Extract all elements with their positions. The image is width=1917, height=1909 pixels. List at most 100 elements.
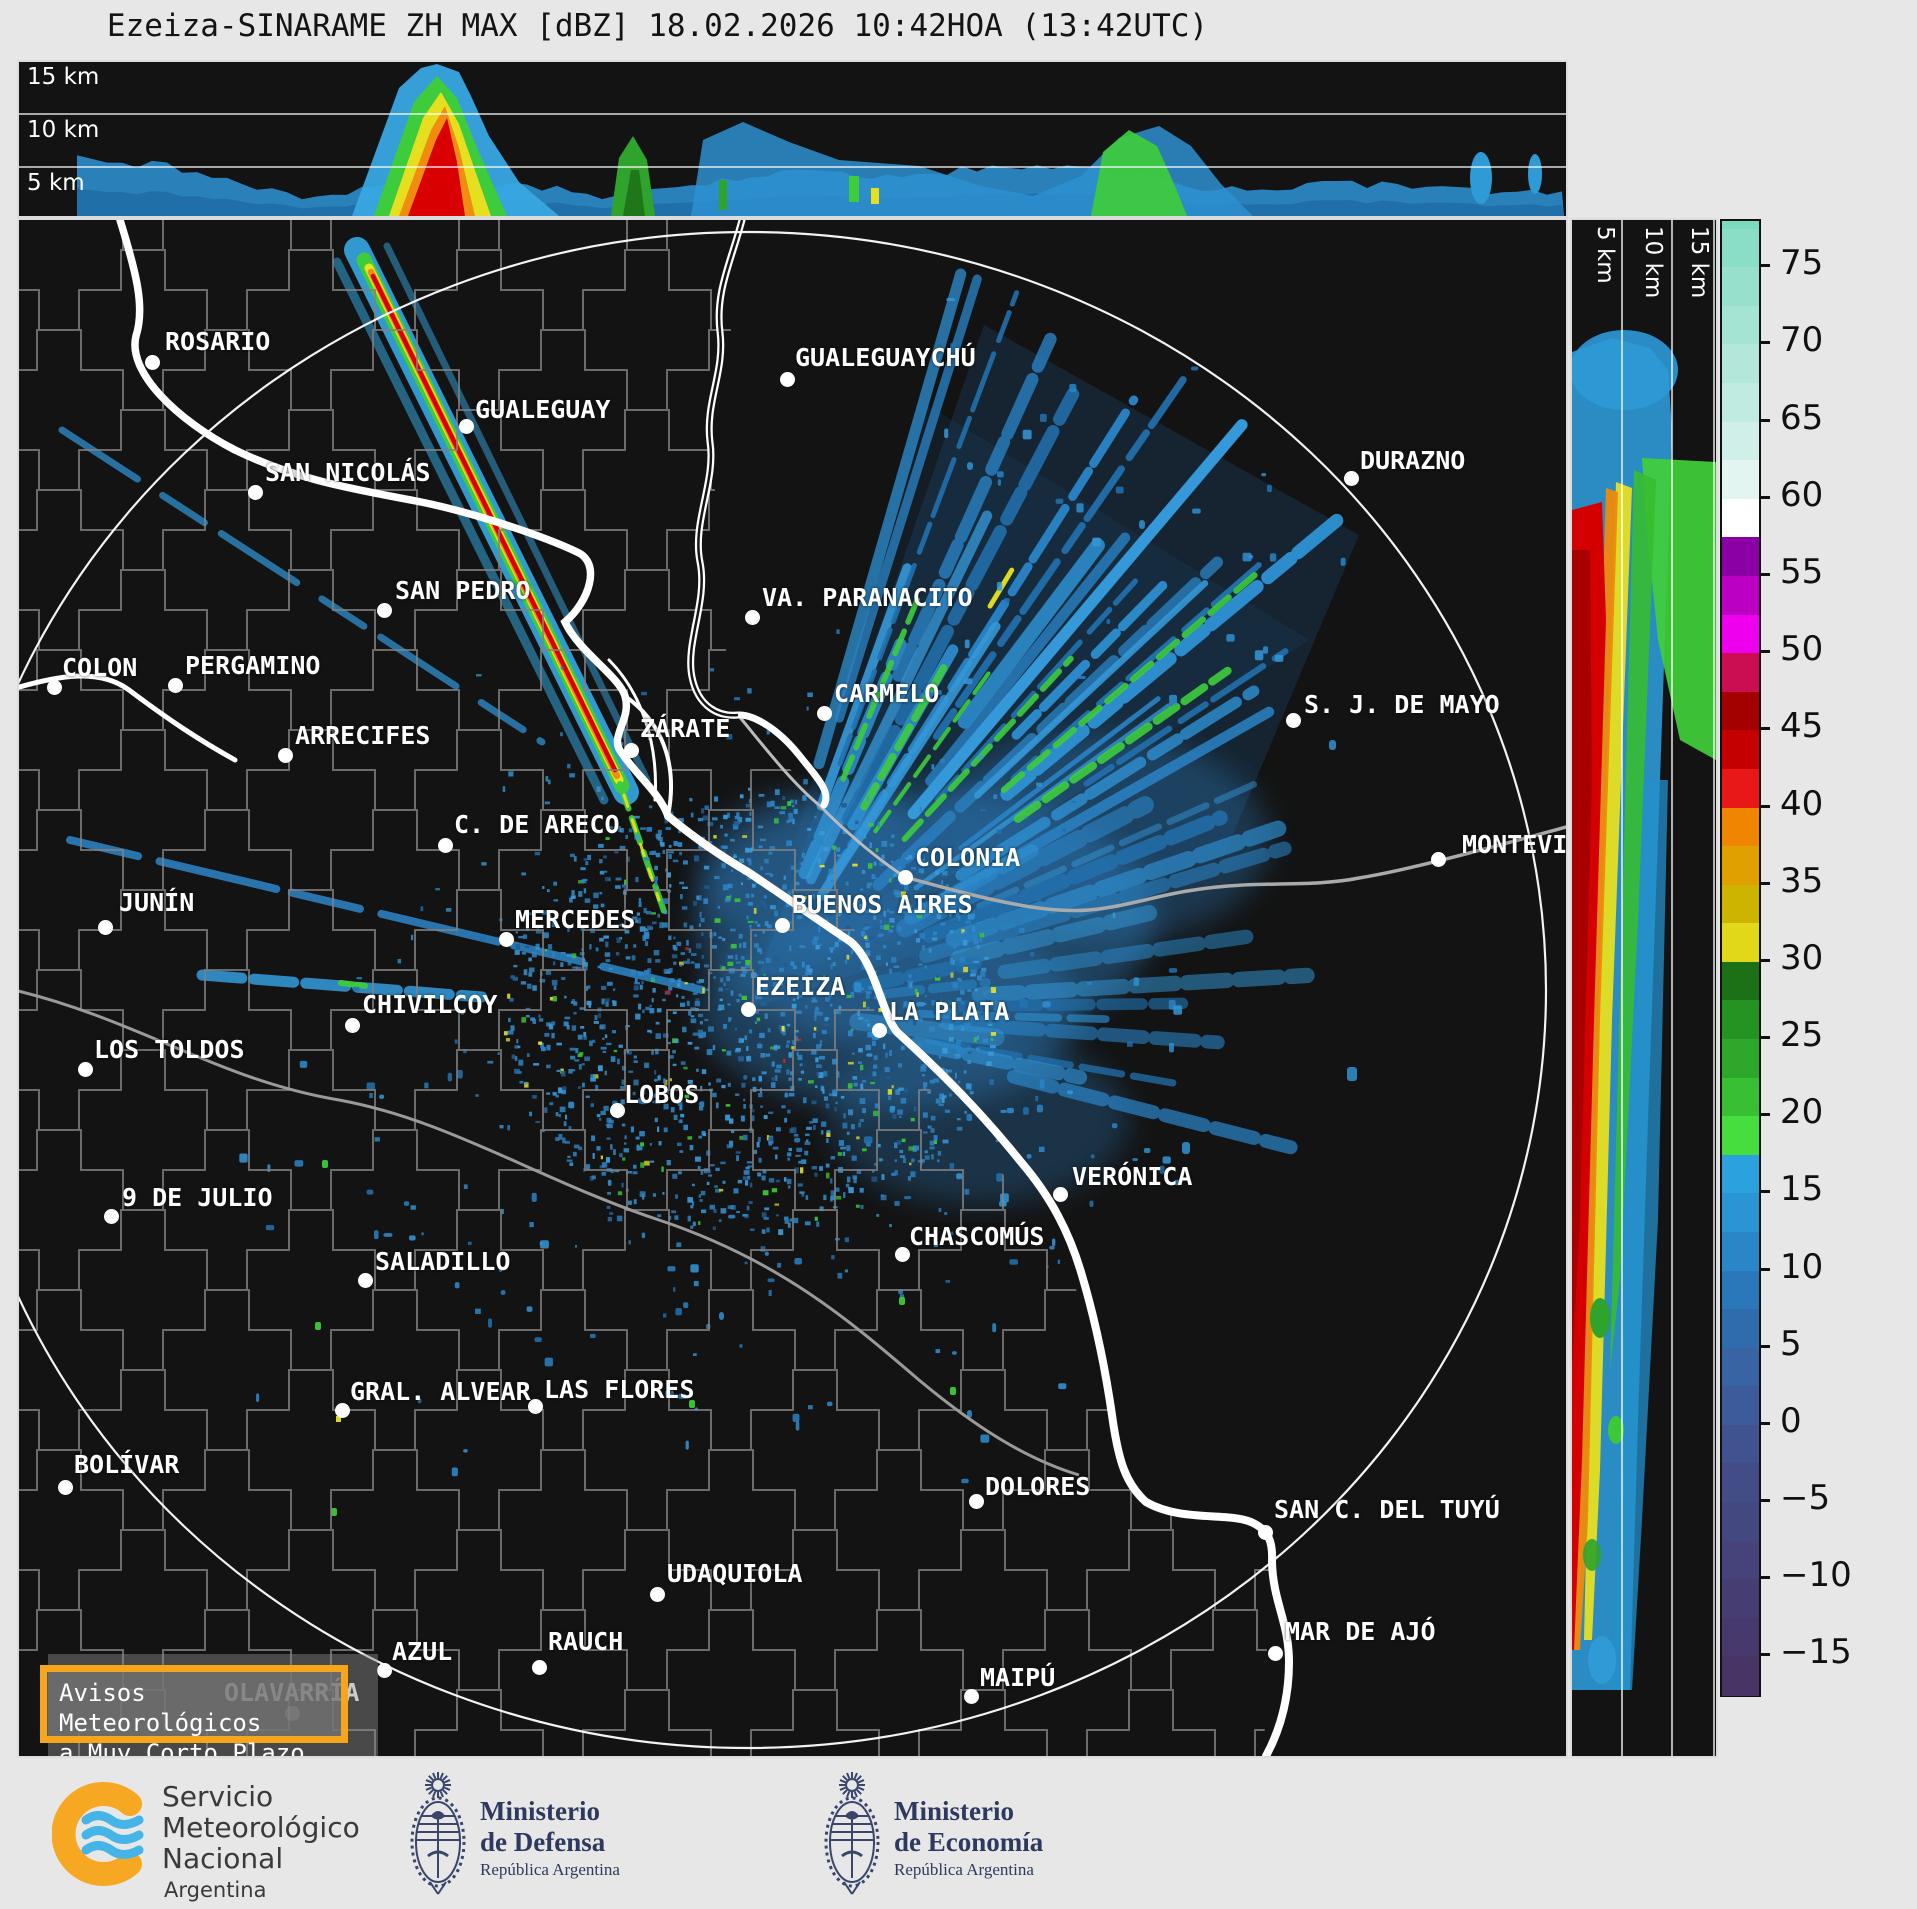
colorbar-tick-label: −15 <box>1780 1632 1852 1673</box>
colorbar-band <box>1722 691 1759 731</box>
city-marker <box>898 870 913 885</box>
colorbar-tick <box>1759 650 1770 654</box>
city-label: JUNÍN <box>119 888 195 917</box>
warning-box[interactable]: Avisos Meteorológicos a Muy Corto Plazo <box>40 1665 348 1756</box>
city-marker <box>817 706 832 721</box>
colorbar-tick-label: 15 <box>1780 1169 1824 1210</box>
colorbar-tick <box>1759 1421 1770 1425</box>
colorbar-band <box>1722 460 1759 500</box>
smn-c-swoosh <box>52 1782 142 1886</box>
colorbar-band <box>1722 305 1759 346</box>
colorbar-band <box>1722 1502 1759 1542</box>
city-label: PERGAMINO <box>185 651 321 680</box>
city-label: DOLORES <box>985 1472 1091 1501</box>
city-label: GUALEGUAY <box>475 395 611 424</box>
footer: Servicio Meteorológico Nacional Argentin… <box>0 1760 1917 1909</box>
city-label: SAN NICOLÁS <box>265 458 431 487</box>
colorbar-band <box>1722 884 1759 924</box>
smn-waves-icon <box>81 1811 144 1859</box>
city-label: MAIPÚ <box>980 1663 1056 1692</box>
colorbar-band <box>1722 1463 1759 1503</box>
ministry-defensa-subtitle: República Argentina <box>480 1860 620 1879</box>
height-label-10km: 10 km <box>27 117 100 143</box>
colorbar-band <box>1722 1579 1759 1619</box>
city-marker <box>58 1480 73 1495</box>
smn-logo-icon <box>52 1782 144 1886</box>
city-marker <box>1431 852 1446 867</box>
city-label: COLON <box>62 653 138 682</box>
colorbar-band <box>1722 575 1759 616</box>
city-marker <box>358 1273 373 1288</box>
colorbar-band <box>1722 1386 1759 1426</box>
colorbar-tick <box>1759 1653 1770 1657</box>
colorbar-band <box>1722 1540 1759 1580</box>
colorbar-band <box>1722 1424 1759 1465</box>
city-marker <box>1286 713 1301 728</box>
colorbar-tick <box>1759 1344 1770 1348</box>
colorbar-tick <box>1759 1190 1770 1194</box>
city-marker <box>624 743 639 758</box>
colorbar-tick-label: 0 <box>1780 1400 1802 1441</box>
ministry-economia-subtitle: República Argentina <box>894 1860 1034 1879</box>
city-marker <box>278 748 293 763</box>
city-label: LOBOS <box>624 1080 700 1109</box>
colorbar-tick <box>1759 1267 1770 1271</box>
coat-of-arms-economia-icon <box>824 1771 880 1895</box>
city-marker <box>610 1103 625 1118</box>
city-label: MERCEDES <box>515 905 636 934</box>
city-marker <box>775 918 790 933</box>
city-label: CHASCOMÚS <box>909 1222 1045 1251</box>
colorbar-ticks: 75 70 65 60 55 50 45 40 35 30 25 20 15 10 5 0 −5 −10 −15 <box>1720 219 1917 1693</box>
city-marker <box>780 372 795 387</box>
colorbar-band <box>1722 1270 1759 1310</box>
right-cross-section-panel: 5 km 10 km 15 km <box>1570 218 1718 1758</box>
colorbar-tick-label: 55 <box>1780 551 1824 592</box>
smn-country-label: Argentina <box>164 1878 267 1902</box>
city-label: GRAL. ALVEAR <box>350 1377 531 1406</box>
city-label: GUALEGUAYCHÚ <box>795 343 976 372</box>
city-marker <box>969 1494 984 1509</box>
colorbar-tick-label: 50 <box>1780 629 1824 670</box>
colorbar-band <box>1722 221 1759 230</box>
city-label: LOS TOLDOS <box>94 1035 245 1064</box>
radar-map-canvas <box>19 220 1566 1756</box>
height-label-5km-vertical: 5 km <box>1592 226 1618 284</box>
colorbar-tick <box>1759 1036 1770 1040</box>
colorbar-band <box>1722 846 1759 886</box>
city-label: ARRECIFES <box>295 721 431 750</box>
city-marker <box>377 1663 392 1678</box>
city-marker <box>1344 471 1359 486</box>
city-label: LAS FLORES <box>544 1375 695 1404</box>
ministry-defensa-wordmark: Ministerio de Defensa <box>480 1796 606 1857</box>
city-label: ROSARIO <box>165 327 271 356</box>
city-marker <box>377 603 392 618</box>
city-label: VA. PARANACITO <box>762 583 973 612</box>
colorbar-band <box>1722 1039 1759 1079</box>
city-label: MONTEVIDEO <box>1462 830 1568 859</box>
colorbar-tick-label: 75 <box>1780 243 1824 284</box>
radar-map: ROSARIO GUALEGUAYCHÚ GUALEGUAY SAN NICOLÁS D… <box>17 218 1568 1758</box>
city-label: CHIVILCOY <box>362 990 498 1019</box>
colorbar-band <box>1722 1193 1759 1233</box>
right-cross-section-canvas <box>1572 220 1716 1756</box>
colorbar-tick-label: 60 <box>1780 474 1824 515</box>
city-marker <box>1258 1525 1273 1540</box>
city-label: EZEIZA <box>755 972 846 1001</box>
city-label: CARMELO <box>834 679 940 708</box>
city-marker <box>459 419 474 434</box>
city-label: ZÁRATE <box>640 714 731 743</box>
city-label: SAN PEDRO <box>395 576 531 605</box>
city-marker <box>145 355 160 370</box>
colorbar-band <box>1722 267 1759 307</box>
colorbar-band <box>1722 537 1759 577</box>
colorbar-tick-label: −10 <box>1780 1555 1852 1596</box>
colorbar-band <box>1722 730 1759 770</box>
city-label: VERÓNICA <box>1072 1162 1193 1191</box>
colorbar-tick <box>1759 804 1770 808</box>
colorbar-tick-label: 30 <box>1780 937 1824 978</box>
colorbar-tick-label: 35 <box>1780 860 1824 901</box>
city-marker <box>499 932 514 947</box>
colorbar-band <box>1722 344 1759 384</box>
height-label-5km: 5 km <box>27 170 85 196</box>
